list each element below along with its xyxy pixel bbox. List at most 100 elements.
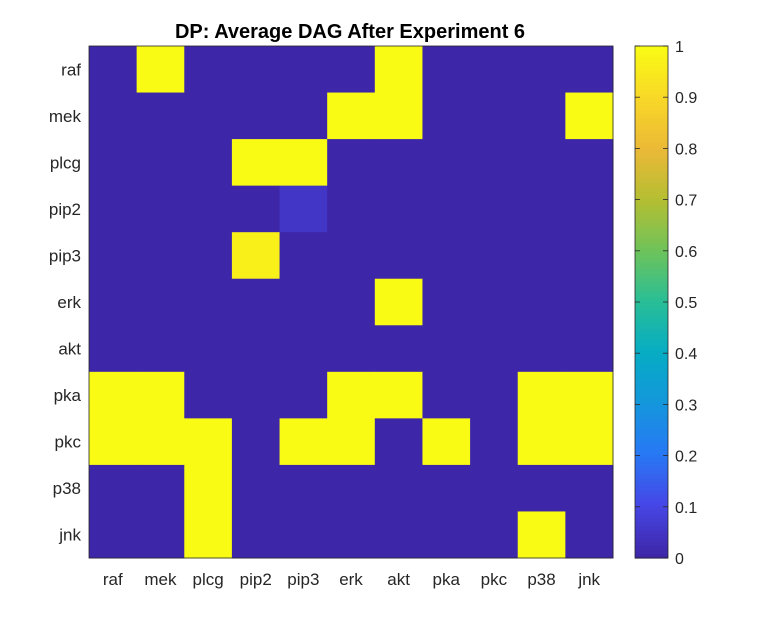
heatmap-cell-akt-erk — [327, 325, 376, 373]
heatmap-cell-pip3-pkc — [470, 232, 519, 280]
colorbar-tick-label: 0.3 — [675, 397, 697, 414]
heatmap-cell-mek-jnk — [565, 92, 614, 140]
heatmap-cell-pkc-pka — [422, 418, 471, 466]
colorbar-segment — [635, 310, 668, 315]
colorbar-segment — [635, 98, 668, 103]
heatmap-cell-pkc-p38 — [517, 418, 566, 466]
heatmap-cell-raf-raf — [89, 46, 138, 94]
colorbar-tick-label: 0.6 — [675, 244, 697, 261]
colorbar-segment — [635, 74, 668, 79]
y-tick-label: pip3 — [49, 246, 81, 265]
colorbar-segment — [635, 222, 668, 227]
heatmap-cell-akt-p38 — [517, 325, 566, 373]
heatmap-cell-raf-p38 — [517, 46, 566, 94]
heatmap-cell-pip2-pip2 — [231, 185, 281, 233]
colorbar-segment — [635, 142, 668, 147]
heatmap-cell-pip3-pka — [422, 232, 471, 280]
colorbar-segment — [635, 490, 668, 495]
heatmap-cell-pka-pkc — [470, 371, 519, 419]
colorbar-segment — [635, 438, 668, 443]
colorbar-segment — [635, 470, 668, 475]
colorbar-segment — [635, 350, 668, 355]
colorbar-segment — [635, 358, 668, 363]
colorbar-segment — [635, 50, 668, 55]
heatmap-cell-plcg-pip2 — [231, 139, 281, 187]
heatmap-cell-pkc-erk — [327, 418, 376, 466]
heatmap-cell-pip2-erk — [327, 185, 376, 233]
heatmap-cell-pip3-erk — [327, 232, 376, 280]
colorbar-segment — [635, 550, 668, 555]
heatmap-cell-pkc-jnk — [565, 418, 614, 466]
colorbar-segment — [635, 126, 668, 131]
heatmap-cell-pip2-plcg — [184, 185, 233, 233]
heatmap-cell-p38-pip3 — [279, 464, 328, 512]
heatmap-cell-plcg-pkc — [470, 139, 519, 187]
colorbar-segment — [635, 302, 668, 307]
x-tick-label: jnk — [577, 570, 600, 589]
heatmap-cell-akt-pkc — [470, 325, 519, 373]
colorbar-segment — [635, 170, 668, 175]
colorbar-tick-label: 0.7 — [675, 193, 697, 210]
colorbar-segment — [635, 134, 668, 139]
heatmap-cell-p38-p38 — [517, 464, 566, 512]
colorbar-segment — [635, 330, 668, 335]
colorbar-segment — [635, 458, 668, 463]
colorbar-segment — [635, 362, 668, 367]
colorbar-segment — [635, 506, 668, 511]
colorbar-segment — [635, 410, 668, 415]
colorbar-segment — [635, 146, 668, 151]
colorbar-segment — [635, 86, 668, 91]
heatmap-cell-erk-p38 — [517, 278, 566, 326]
heatmap-cell-erk-pka — [422, 278, 471, 326]
colorbar-segment — [635, 194, 668, 199]
colorbar-segment — [635, 546, 668, 551]
heatmap-cell-mek-p38 — [517, 92, 566, 140]
colorbar-segment — [635, 370, 668, 375]
heatmap-cell-plcg-erk — [327, 139, 376, 187]
heatmap-cell-pip2-pkc — [470, 185, 519, 233]
heatmap-cell-jnk-akt — [374, 511, 423, 559]
heatmap-cell-mek-plcg — [184, 92, 233, 140]
x-tick-label: pkc — [481, 570, 508, 589]
colorbar-segment — [635, 478, 668, 483]
x-tick-label: pip3 — [287, 570, 319, 589]
y-tick-labels: raf mek plcg pip2 pip3 erk akt pka pkc p38 jnk — [49, 60, 82, 544]
heatmap-cell-plcg-p38 — [517, 139, 566, 187]
heatmap-cell-pip3-mek — [136, 232, 185, 280]
colorbar-segment — [635, 398, 668, 403]
colorbar-tick-label: 0.9 — [675, 90, 697, 107]
colorbar-segment — [635, 514, 668, 519]
heatmap-cell-pip2-akt — [374, 185, 423, 233]
colorbar-segment — [635, 486, 668, 491]
colorbar-segment — [635, 434, 668, 439]
heatmap-cell-pip3-p38 — [517, 232, 566, 280]
colorbar-segment — [635, 402, 668, 407]
colorbar-segment — [635, 174, 668, 179]
heatmap-cell-akt-raf — [89, 325, 138, 373]
colorbar-segment — [635, 346, 668, 351]
heatmap-cells — [89, 46, 614, 559]
colorbar-segment — [635, 326, 668, 331]
colorbar-segment — [635, 106, 668, 111]
heatmap-cell-jnk-p38 — [517, 511, 566, 559]
colorbar-segment — [635, 510, 668, 515]
heatmap-cell-jnk-raf — [89, 511, 138, 559]
heatmap-cell-pip3-raf — [89, 232, 138, 280]
colorbar-segment — [635, 242, 668, 247]
colorbar-tick-label: 1 — [675, 39, 684, 56]
heatmap-cell-mek-mek — [136, 92, 185, 140]
colorbar-tick-label: 0.1 — [675, 500, 697, 517]
colorbar-segment — [635, 538, 668, 543]
heatmap-cell-raf-pka — [422, 46, 471, 94]
chart-title: DP: Average DAG After Experiment 6 — [175, 21, 525, 43]
x-tick-label: pka — [433, 570, 461, 589]
heatmap-cell-raf-pip2 — [231, 46, 281, 94]
y-tick-label: pip2 — [49, 200, 81, 219]
colorbar-segment — [635, 206, 668, 211]
heatmap-cell-pka-erk — [327, 371, 376, 419]
colorbar-segment — [635, 54, 668, 59]
colorbar-segment — [635, 62, 668, 67]
colorbar-segment — [635, 494, 668, 499]
heatmap-cell-raf-pip3 — [279, 46, 328, 94]
heatmap-cell-erk-raf — [89, 278, 138, 326]
